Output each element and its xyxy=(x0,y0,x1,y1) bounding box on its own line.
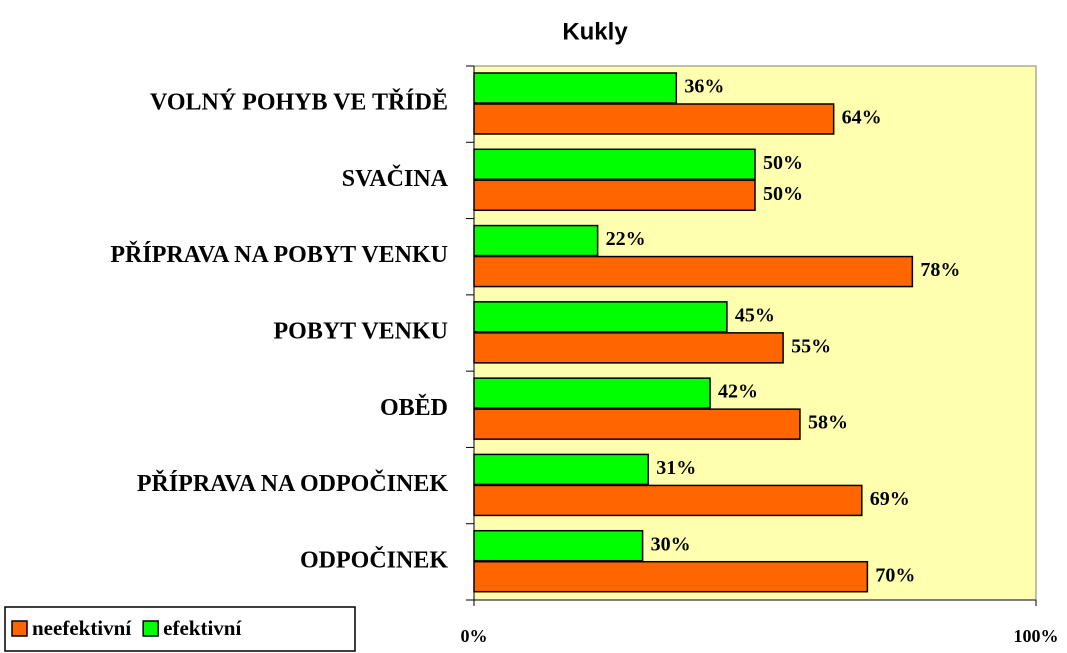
bar xyxy=(473,332,784,364)
bar xyxy=(473,408,801,440)
bar xyxy=(473,301,728,333)
value-label: 70% xyxy=(875,564,915,586)
legend-box xyxy=(4,606,356,652)
legend-swatch xyxy=(142,620,159,637)
value-label: 50% xyxy=(763,152,803,174)
value-label: 69% xyxy=(870,488,910,510)
y-tick-label: POBYT VENKU xyxy=(274,319,448,345)
chart-title: Kukly xyxy=(562,18,628,45)
x-tick-label: 100% xyxy=(1014,626,1059,646)
bar xyxy=(473,484,863,517)
bar xyxy=(473,103,835,135)
y-tick-label: PŘÍPRAVA NA ODPOČINEK xyxy=(137,470,448,497)
value-label: 55% xyxy=(791,335,831,357)
legend-label: neefektivní xyxy=(32,616,132,640)
bar xyxy=(473,560,869,593)
value-label: 31% xyxy=(656,457,696,479)
bar xyxy=(473,529,644,562)
legend-label: efektivní xyxy=(163,616,242,640)
value-label: 22% xyxy=(606,228,646,250)
bar xyxy=(473,179,756,212)
bar xyxy=(473,255,914,288)
y-tick-label: VOLNÝ POHYB VE TŘÍDĚ xyxy=(150,89,448,116)
bar xyxy=(473,224,599,257)
bar xyxy=(473,377,711,409)
y-tick-label: SVAČINA xyxy=(342,165,449,192)
value-label: 64% xyxy=(842,107,882,129)
value-label: 30% xyxy=(651,533,691,555)
value-label: 36% xyxy=(684,76,724,98)
value-label: 45% xyxy=(735,304,775,326)
legend-swatch xyxy=(11,620,28,637)
value-label: 42% xyxy=(718,381,758,403)
y-tick-label: ODPOČINEK xyxy=(300,546,448,573)
bar xyxy=(473,453,649,486)
bar xyxy=(473,72,678,104)
bar xyxy=(473,148,756,181)
y-tick-label: PŘÍPRAVA NA POBYT VENKU xyxy=(110,241,448,268)
x-tick-label: 0% xyxy=(461,626,488,646)
value-label: 78% xyxy=(920,259,960,281)
value-label: 58% xyxy=(808,412,848,434)
y-tick-label: OBĚD xyxy=(380,394,448,421)
value-label: 50% xyxy=(763,183,803,205)
